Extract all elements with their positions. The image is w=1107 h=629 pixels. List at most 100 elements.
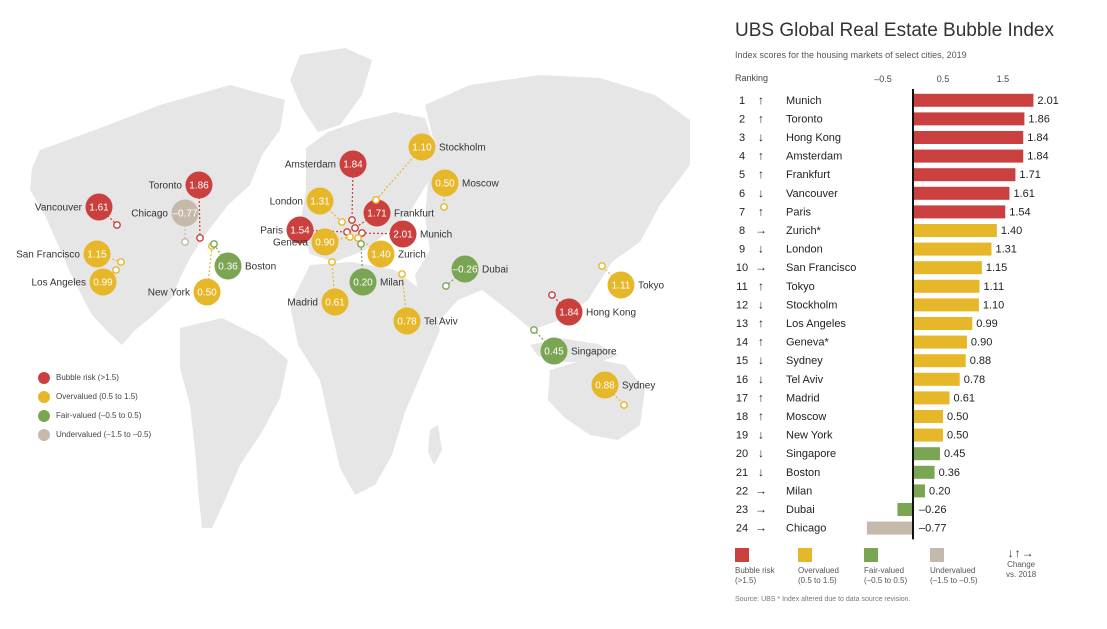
city-value: 0.50 <box>197 288 217 299</box>
city-label: San Francisco <box>786 262 856 274</box>
city-value: 0.61 <box>325 298 345 309</box>
bar <box>913 447 940 461</box>
city-name: Madrid <box>287 298 318 309</box>
city-bubble <box>540 337 568 365</box>
legend-swatch <box>930 548 944 562</box>
change-arrow-icon: ↓ <box>758 186 764 200</box>
map-legend-label: Bubble risk (>1.5) <box>56 373 119 382</box>
change-arrow-icon: ↓ <box>758 372 764 386</box>
world-map-panel: 1.61 Vancouver 1.86 Toronto –0.77 Chicago 1.15… <box>16 48 690 528</box>
city-bubble <box>306 187 334 215</box>
city-label: Frankfurt <box>786 169 830 181</box>
city-bubble <box>339 150 367 178</box>
city-location-dot <box>398 270 406 278</box>
city-name: Vancouver <box>35 203 83 214</box>
city-label: Paris <box>786 206 812 218</box>
x-tick-label: 0.5 <box>937 74 950 84</box>
x-tick-label: 1.5 <box>997 74 1010 84</box>
value-label: 0.36 <box>939 467 960 479</box>
city-location-dot <box>117 258 125 266</box>
legend-range: (–0.5 to 0.5) <box>864 576 908 585</box>
change-arrow-icon: ↓ <box>758 446 764 460</box>
bar <box>913 205 1006 219</box>
bar <box>913 186 1010 200</box>
change-arrows-icon: ↓↑→ <box>1007 546 1035 560</box>
city-name: Zurich <box>398 250 426 261</box>
city-location-dot <box>196 234 204 242</box>
city-label: Los Angeles <box>786 318 846 330</box>
asia-shape <box>415 75 690 330</box>
rank-number: 3 <box>739 132 745 144</box>
city-bubble <box>363 199 391 227</box>
city-value: 0.36 <box>218 262 238 273</box>
rank-number: 1 <box>739 95 745 107</box>
city-bubble <box>185 171 213 199</box>
city-name: Geneva <box>273 238 308 249</box>
rank-number: 10 <box>736 262 748 274</box>
source-note: Source: UBS * Index altered due to data … <box>735 596 911 603</box>
city-bubble <box>311 228 339 256</box>
city-location-dot <box>210 240 218 248</box>
city-name: Moscow <box>462 179 499 190</box>
city-value: 0.45 <box>544 347 564 358</box>
bar <box>913 372 960 386</box>
city-location-dot <box>440 203 448 211</box>
legend-fair-valued: Fair-valued (–0.5 to 0.5) <box>864 548 907 586</box>
bar <box>913 279 980 293</box>
change-arrow-icon: → <box>755 521 767 535</box>
city-bubble <box>555 298 583 326</box>
city-label: Amsterdam <box>786 151 842 163</box>
city-name: London <box>270 197 303 208</box>
city-name: Paris <box>260 226 283 237</box>
japan-shape <box>590 215 612 262</box>
city-bubble <box>408 133 436 161</box>
legend-dot-bubble <box>38 371 50 384</box>
city-value: 1.54 <box>290 226 310 237</box>
change-arrow-icon: ↑ <box>758 316 764 330</box>
city-location-dot <box>357 240 365 248</box>
city-label: Munich <box>786 95 821 107</box>
legend-change: ↓↑→ Change vs. 2018 <box>1006 546 1036 580</box>
legend-range: (>1.5) <box>735 576 757 585</box>
city-value: 0.90 <box>315 238 335 249</box>
city-label: Chicago <box>786 523 826 535</box>
city-label: Tokyo <box>786 281 815 293</box>
city-name: Munich <box>420 230 452 241</box>
city-label: Stockholm <box>786 299 837 311</box>
city-label: Boston <box>786 467 820 479</box>
change-arrow-icon: ↑ <box>758 409 764 423</box>
value-label: 2.01 <box>1037 95 1058 107</box>
change-arrow-icon: ↓ <box>758 242 764 256</box>
city-location-dot <box>112 266 120 274</box>
value-label: 1.11 <box>983 281 1004 293</box>
legend-label: Bubble risk <box>735 566 775 575</box>
city-bubble <box>389 220 417 248</box>
map-legend-label: Fair-valued (–0.5 to 0.5) <box>56 411 142 420</box>
city-value: –0.26 <box>452 265 477 276</box>
map-legend-row: Undervalued (–1.5 to –0.5) <box>38 425 151 444</box>
city-label: Zurich* <box>786 225 822 237</box>
bar <box>913 168 1016 182</box>
legend-dot-fair <box>38 409 50 422</box>
city-name: Stockholm <box>439 143 486 154</box>
value-label: 0.61 <box>954 392 975 404</box>
rank-number: 14 <box>736 337 748 349</box>
city-name: San Francisco <box>16 250 80 261</box>
city-location-dot <box>358 229 366 237</box>
city-location-dot <box>620 401 628 409</box>
city-name: Amsterdam <box>285 160 336 171</box>
greenland-shape <box>290 48 372 132</box>
city-name: Singapore <box>571 347 617 358</box>
bar <box>897 503 913 516</box>
bar <box>913 224 997 237</box>
bar <box>913 93 1034 107</box>
rank-number: 2 <box>739 113 745 125</box>
rank-number: 6 <box>739 188 745 200</box>
city-bubble <box>607 271 635 299</box>
city-label: Tel Aviv <box>786 374 824 386</box>
change-arrow-icon: → <box>755 483 767 497</box>
rank-number: 22 <box>736 485 748 497</box>
city-name: Sydney <box>622 381 655 392</box>
value-label: 0.45 <box>944 448 965 460</box>
bar <box>913 149 1024 163</box>
